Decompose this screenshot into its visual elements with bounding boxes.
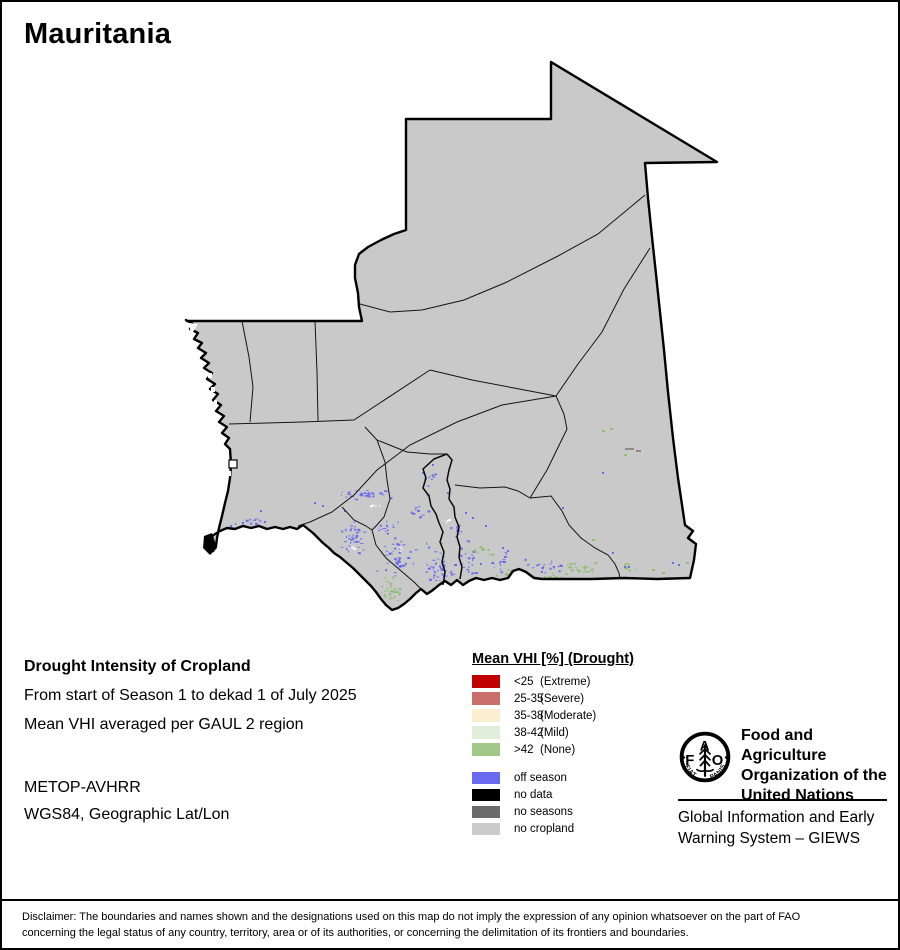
legend-value: 38-42 [514, 726, 544, 739]
disclaimer-text: Disclaimer: The boundaries and names sho… [22, 909, 878, 941]
legend-qualifier: (None) [540, 743, 576, 756]
fao-logo-icon: F A O FIAT PANIS [679, 731, 731, 783]
disclaimer-line: Disclaimer: The boundaries and names sho… [22, 911, 801, 923]
disclaimer-bar: Disclaimer: The boundaries and names sho… [2, 899, 898, 948]
fao-letter-o: O [712, 753, 724, 769]
legend-vhi-classes: <25 (Extreme) 25-35 (Severe) 35-38 (Mode… [472, 673, 596, 758]
map-aggregation-line: Mean VHI averaged per GAUL 2 region [24, 716, 304, 733]
legend-label: no cropland [514, 822, 575, 835]
legend-swatch-severe [472, 692, 500, 705]
legend-row-no-seasons: no seasons [472, 803, 574, 820]
legend-row-extreme: <25 (Extreme) [472, 673, 596, 690]
coast-white-notch [189, 323, 198, 335]
fao-divider-rule [678, 799, 887, 801]
legend-row-mild: 38-42 (Mild) [472, 724, 596, 741]
legend-row-off-season: off season [472, 769, 574, 786]
legend-value: <25 [514, 675, 534, 688]
legend-row-no-cropland: no cropland [472, 820, 574, 837]
coast-locator-box [228, 459, 238, 469]
fao-name-line: Organization of the [741, 767, 887, 784]
legend-other-classes: off season no data no seasons no croplan… [472, 769, 574, 837]
legend-row-none: >42 (None) [472, 741, 596, 758]
fao-letter-f: F [685, 753, 694, 769]
legend-swatch-moderate [472, 709, 500, 722]
legend-swatch-no-cropland [472, 822, 500, 835]
mauritania-map [184, 60, 719, 612]
map-period-line: From start of Season 1 to dekad 1 of Jul… [24, 687, 357, 704]
country-outline [184, 60, 719, 612]
legend-value: >42 [514, 743, 534, 756]
legend-swatch-extreme [472, 675, 500, 688]
legend-value: 25-35 [514, 692, 544, 705]
river-mouth-blob [203, 533, 217, 555]
wheat-ear-icon [696, 744, 714, 777]
admin-boundaries [228, 194, 651, 590]
coast-white-patches [208, 373, 231, 476]
legend-qualifier: (Mild) [540, 726, 569, 739]
fao-org-name: Food and Agriculture Organization of the… [741, 726, 898, 806]
legend-row-severe: 25-35 (Severe) [472, 690, 596, 707]
region-boundaries-south [422, 453, 463, 586]
legend-label: no data [514, 788, 553, 801]
legend-swatch-none [472, 743, 500, 756]
legend-row-no-data: no data [472, 786, 574, 803]
giews-line: Global Information and Early [678, 809, 875, 826]
legend-swatch-no-data [472, 788, 500, 801]
projection-line: WGS84, Geographic Lat/Lon [24, 806, 230, 823]
legend-title: Mean VHI [%] (Drought) [472, 651, 634, 667]
legend-value: 35-38 [514, 709, 544, 722]
legend-label: no seasons [514, 805, 573, 818]
disclaimer-line: concerning the legal status of any count… [22, 927, 689, 939]
page-title: Mauritania [24, 18, 172, 50]
legend-qualifier: (Extreme) [540, 675, 591, 688]
giews-line: Warning System – GIEWS [678, 830, 861, 847]
legend-row-moderate: 35-38 (Moderate) [472, 707, 596, 724]
fao-name-line: United Nations [741, 787, 854, 804]
country-fill [186, 62, 717, 610]
legend-swatch-off-season [472, 771, 500, 784]
legend-qualifier: (Severe) [540, 692, 585, 705]
giews-programme-name: Global Information and Early Warning Sys… [678, 807, 874, 849]
sensor-line: METOP-AVHRR [24, 779, 141, 796]
map-subject-heading: Drought Intensity of Cropland [24, 658, 251, 675]
legend-qualifier: (Moderate) [540, 709, 597, 722]
legend-swatch-no-seasons [472, 805, 500, 818]
fao-name-line: Food and Agriculture [741, 727, 827, 764]
legend-swatch-mild [472, 726, 500, 739]
legend-label: off season [514, 771, 567, 784]
no-seasons-dashes [625, 448, 641, 452]
